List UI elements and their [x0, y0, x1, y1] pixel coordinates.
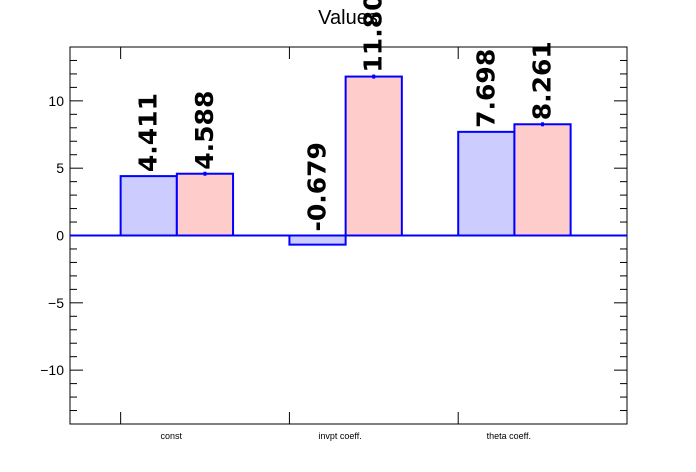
bar [513, 123, 572, 237]
y-tick-label: −5 [48, 295, 64, 311]
x-tick-label: theta coeff. [487, 431, 531, 441]
data-label: 11.804 [359, 0, 388, 73]
bar [175, 172, 235, 237]
data-labels: 4.411 -0.679 7.698 4.588 11.804 8.261 [134, 0, 557, 232]
data-label: 7.698 [471, 49, 500, 128]
data-label: 8.261 [528, 41, 557, 120]
data-label: -0.679 [303, 142, 332, 231]
y-tick-label: 0 [56, 228, 64, 244]
bars [119, 74, 572, 246]
bar [344, 75, 403, 237]
x-tick-label: invpt coeff. [318, 431, 361, 441]
data-label: 4.588 [190, 91, 219, 170]
y-tick-label: 5 [56, 160, 64, 176]
bar [457, 130, 516, 237]
y-tick-label: −10 [40, 362, 64, 378]
x-tick-label: const [161, 431, 183, 441]
y-tick-label: 10 [48, 93, 64, 109]
bar [288, 234, 347, 246]
bar [119, 175, 178, 237]
chart-title: Values [318, 7, 378, 29]
data-label: 4.411 [134, 93, 163, 172]
